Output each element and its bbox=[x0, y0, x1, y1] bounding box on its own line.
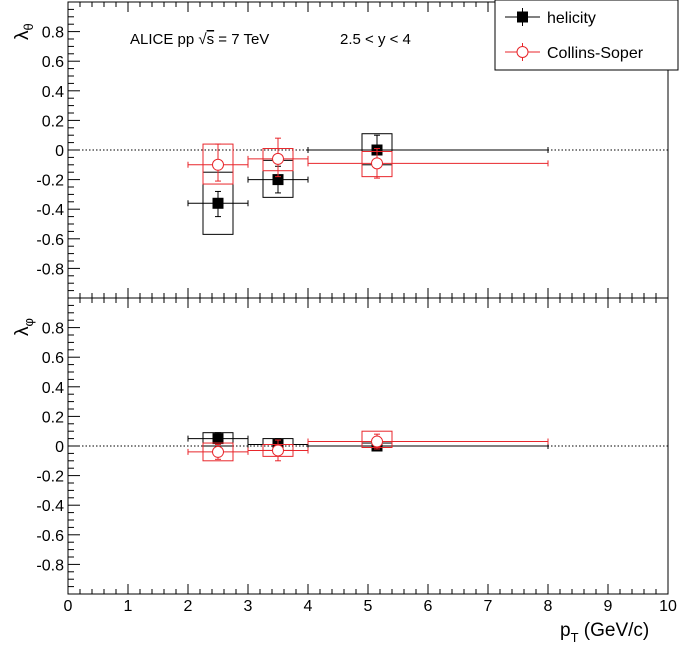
y-tick-label-phi: 0.6 bbox=[42, 350, 64, 367]
x-tick-label: 9 bbox=[604, 598, 613, 615]
x-tick-label: 0 bbox=[64, 598, 73, 615]
series-collins-soper-phi bbox=[187, 430, 549, 462]
legend-entry-helicity: helicity bbox=[505, 8, 596, 27]
y-tick-label-theta: -0.4 bbox=[36, 202, 64, 219]
legend: helicity Collins-Soper bbox=[494, 0, 679, 71]
y-tick-label-theta: -0.6 bbox=[36, 232, 64, 249]
sqrt-s: s bbox=[207, 31, 215, 48]
x-tick-label: 5 bbox=[364, 598, 373, 615]
data-point-square bbox=[272, 174, 284, 186]
ylabel-phi: λφ bbox=[12, 318, 36, 336]
y-tick-label-phi: 0.2 bbox=[42, 409, 64, 426]
legend-entry-collins-soper: Collins-Soper bbox=[505, 43, 644, 62]
x-tick-label: 4 bbox=[304, 598, 313, 615]
legend-marker-circle bbox=[516, 46, 529, 58]
y-tick-label-phi: 0.8 bbox=[42, 321, 64, 338]
y-tick-label-phi: 0.4 bbox=[42, 380, 64, 397]
x-tick-label: 1 bbox=[124, 598, 133, 615]
y-tick-label-theta: 0 bbox=[55, 143, 64, 160]
x-tick-label: 7 bbox=[484, 598, 493, 615]
x-tick-label: 8 bbox=[544, 598, 553, 615]
y-tick-label-phi: -0.2 bbox=[36, 469, 64, 486]
y-tick-label-theta: 0.2 bbox=[42, 113, 64, 130]
y-tick-label-theta: 0.6 bbox=[42, 54, 64, 71]
y-tick-label-theta: 0.4 bbox=[42, 84, 64, 101]
x-tick-label: 10 bbox=[659, 598, 677, 615]
panel-phi: 0.8 0.6 0.4 0.2 0 -0.2 -0.4 -0.6 -0.8 bbox=[36, 297, 669, 595]
data-point-circle bbox=[371, 157, 383, 170]
legend-marker-square bbox=[517, 11, 528, 23]
series-collins-soper-theta bbox=[187, 137, 549, 185]
y-tick-label-phi: -0.6 bbox=[36, 528, 64, 545]
data-point-circle bbox=[272, 152, 284, 165]
legend-label-helicity: helicity bbox=[547, 10, 596, 27]
x-tick-label: 3 bbox=[244, 598, 253, 615]
experiment-annotation: ALICE pp √s = 7 TeV bbox=[130, 31, 269, 48]
ylabel-theta: λθ bbox=[12, 23, 36, 40]
data-point-circle bbox=[371, 435, 383, 448]
rapidity-annotation: 2.5 < y < 4 bbox=[340, 31, 411, 48]
x-tick-label: 6 bbox=[424, 598, 433, 615]
data-point-circle bbox=[272, 444, 284, 457]
data-point-square bbox=[212, 433, 224, 445]
sqrt-sign: √ bbox=[198, 31, 207, 48]
legend-label-collins-soper: Collins-Soper bbox=[547, 45, 644, 62]
xlabel: pT (GeV/c) bbox=[560, 620, 649, 645]
y-tick-label-phi: 0 bbox=[55, 439, 64, 456]
data-point-circle bbox=[212, 158, 224, 171]
y-tick-label-theta: 0.8 bbox=[42, 25, 64, 42]
y-tick-label-theta: -0.2 bbox=[36, 173, 64, 190]
y-tick-label-phi: -0.4 bbox=[36, 498, 64, 515]
data-point-circle bbox=[212, 445, 224, 458]
x-tick-label: 2 bbox=[184, 598, 193, 615]
data-point-square bbox=[212, 197, 224, 209]
y-tick-label-phi: -0.8 bbox=[36, 557, 64, 574]
y-tick-label-theta: -0.8 bbox=[36, 261, 64, 278]
